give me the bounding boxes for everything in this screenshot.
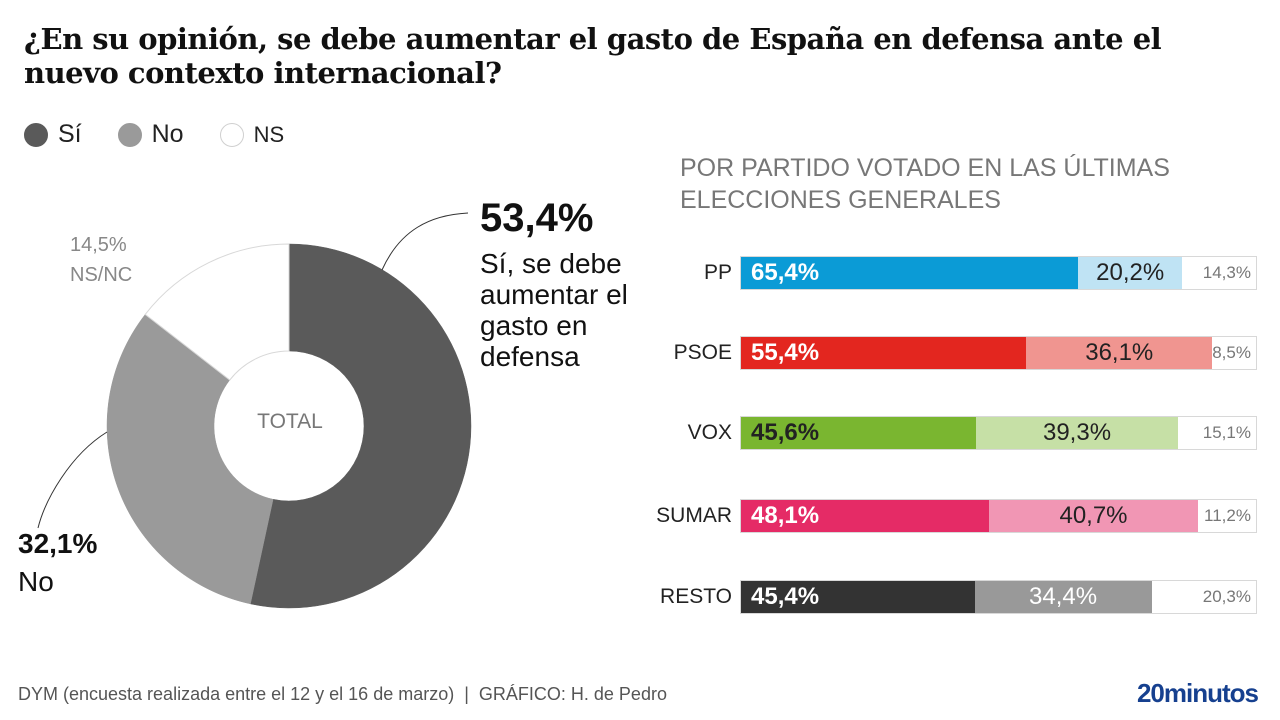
- legend-swatch-ns: [219, 122, 244, 147]
- donut-slice-no: [106, 314, 274, 605]
- bar-segment-sumar-ns: 11,2%: [1198, 500, 1256, 532]
- bar-sumar: 48,1% 40,7% 11,2%: [740, 499, 1257, 533]
- legend-swatch-si: [24, 122, 48, 147]
- bar-pp: 65,4% 20,2% 14,3%: [740, 256, 1257, 290]
- donut-label-no-value: 32,1%: [18, 528, 98, 559]
- legend-swatch-no: [117, 122, 142, 147]
- bar-segment-psoe-no: 36,1%: [1026, 337, 1213, 369]
- donut-label-ns-value: 14,5%: [70, 234, 127, 256]
- party-label-psoe: PSOE: [673, 341, 732, 364]
- party-label-pp: PP: [703, 261, 732, 284]
- donut-label-ns-text: NS/NC: [70, 264, 133, 286]
- donut-label-si-text: Sí, se debe aumentar el gasto en defensa: [480, 248, 628, 372]
- bar-vox: 45,6% 39,3% 15,1%: [740, 416, 1257, 450]
- chart-title: ¿En su opinión, se debe aumentar el gast…: [24, 22, 1162, 90]
- bar-segment-vox-yes: 45,6%: [741, 417, 976, 449]
- legend-item-si: Sí: [24, 120, 82, 149]
- legend-label-no: No: [151, 120, 184, 148]
- brand-logo: 20minutos: [1136, 678, 1259, 708]
- legend-item-no: No: [117, 120, 184, 149]
- bar-segment-pp-ns: 14,3%: [1182, 257, 1256, 289]
- bar-segment-pp-no: 20,2%: [1078, 257, 1183, 289]
- bar-segment-sumar-yes: 48,1%: [741, 500, 989, 532]
- bar-segment-psoe-ns: 8,5%: [1212, 337, 1256, 369]
- legend-item-ns: NS: [219, 121, 285, 148]
- donut-label-si-value: 53,4%: [480, 196, 594, 240]
- legend-label-si: Sí: [58, 120, 82, 148]
- bar-segment-resto-no: 34,4%: [974, 581, 1152, 613]
- bar-resto: 45,4% 34,4% 20,3%: [740, 580, 1257, 614]
- donut-label-no-text: No: [18, 566, 54, 597]
- donut-slice-ns: [144, 243, 290, 381]
- donut-slice-si: [250, 243, 472, 609]
- party-label-vox: VOX: [687, 421, 732, 444]
- bar-psoe: 55,4% 36,1% 8,5%: [740, 336, 1257, 370]
- legend-label-ns: NS: [253, 121, 285, 147]
- bar-segment-psoe-yes: 55,4%: [741, 337, 1027, 369]
- leader-line-si: [381, 212, 469, 271]
- bar-segment-resto-yes: 45,4%: [741, 581, 975, 613]
- source-credit: DYM (encuesta realizada entre el 12 y el…: [18, 684, 667, 704]
- donut-center-label: TOTAL: [257, 410, 323, 433]
- legend: Sí No NS: [24, 120, 320, 149]
- party-label-sumar: SUMAR: [656, 504, 732, 527]
- bar-segment-resto-ns: 20,3%: [1151, 581, 1256, 613]
- bar-chart-title: POR PARTIDO VOTADO EN LAS ÚLTIMAS ELECCI…: [680, 154, 1170, 214]
- party-label-resto: RESTO: [660, 585, 732, 608]
- leader-line-no: [37, 431, 108, 529]
- bar-segment-vox-ns: 15,1%: [1178, 417, 1256, 449]
- bar-segment-sumar-no: 40,7%: [988, 500, 1199, 532]
- bar-segment-pp-yes: 65,4%: [741, 257, 1079, 289]
- donut-chart: [37, 212, 472, 609]
- bar-segment-vox-no: 39,3%: [975, 417, 1179, 449]
